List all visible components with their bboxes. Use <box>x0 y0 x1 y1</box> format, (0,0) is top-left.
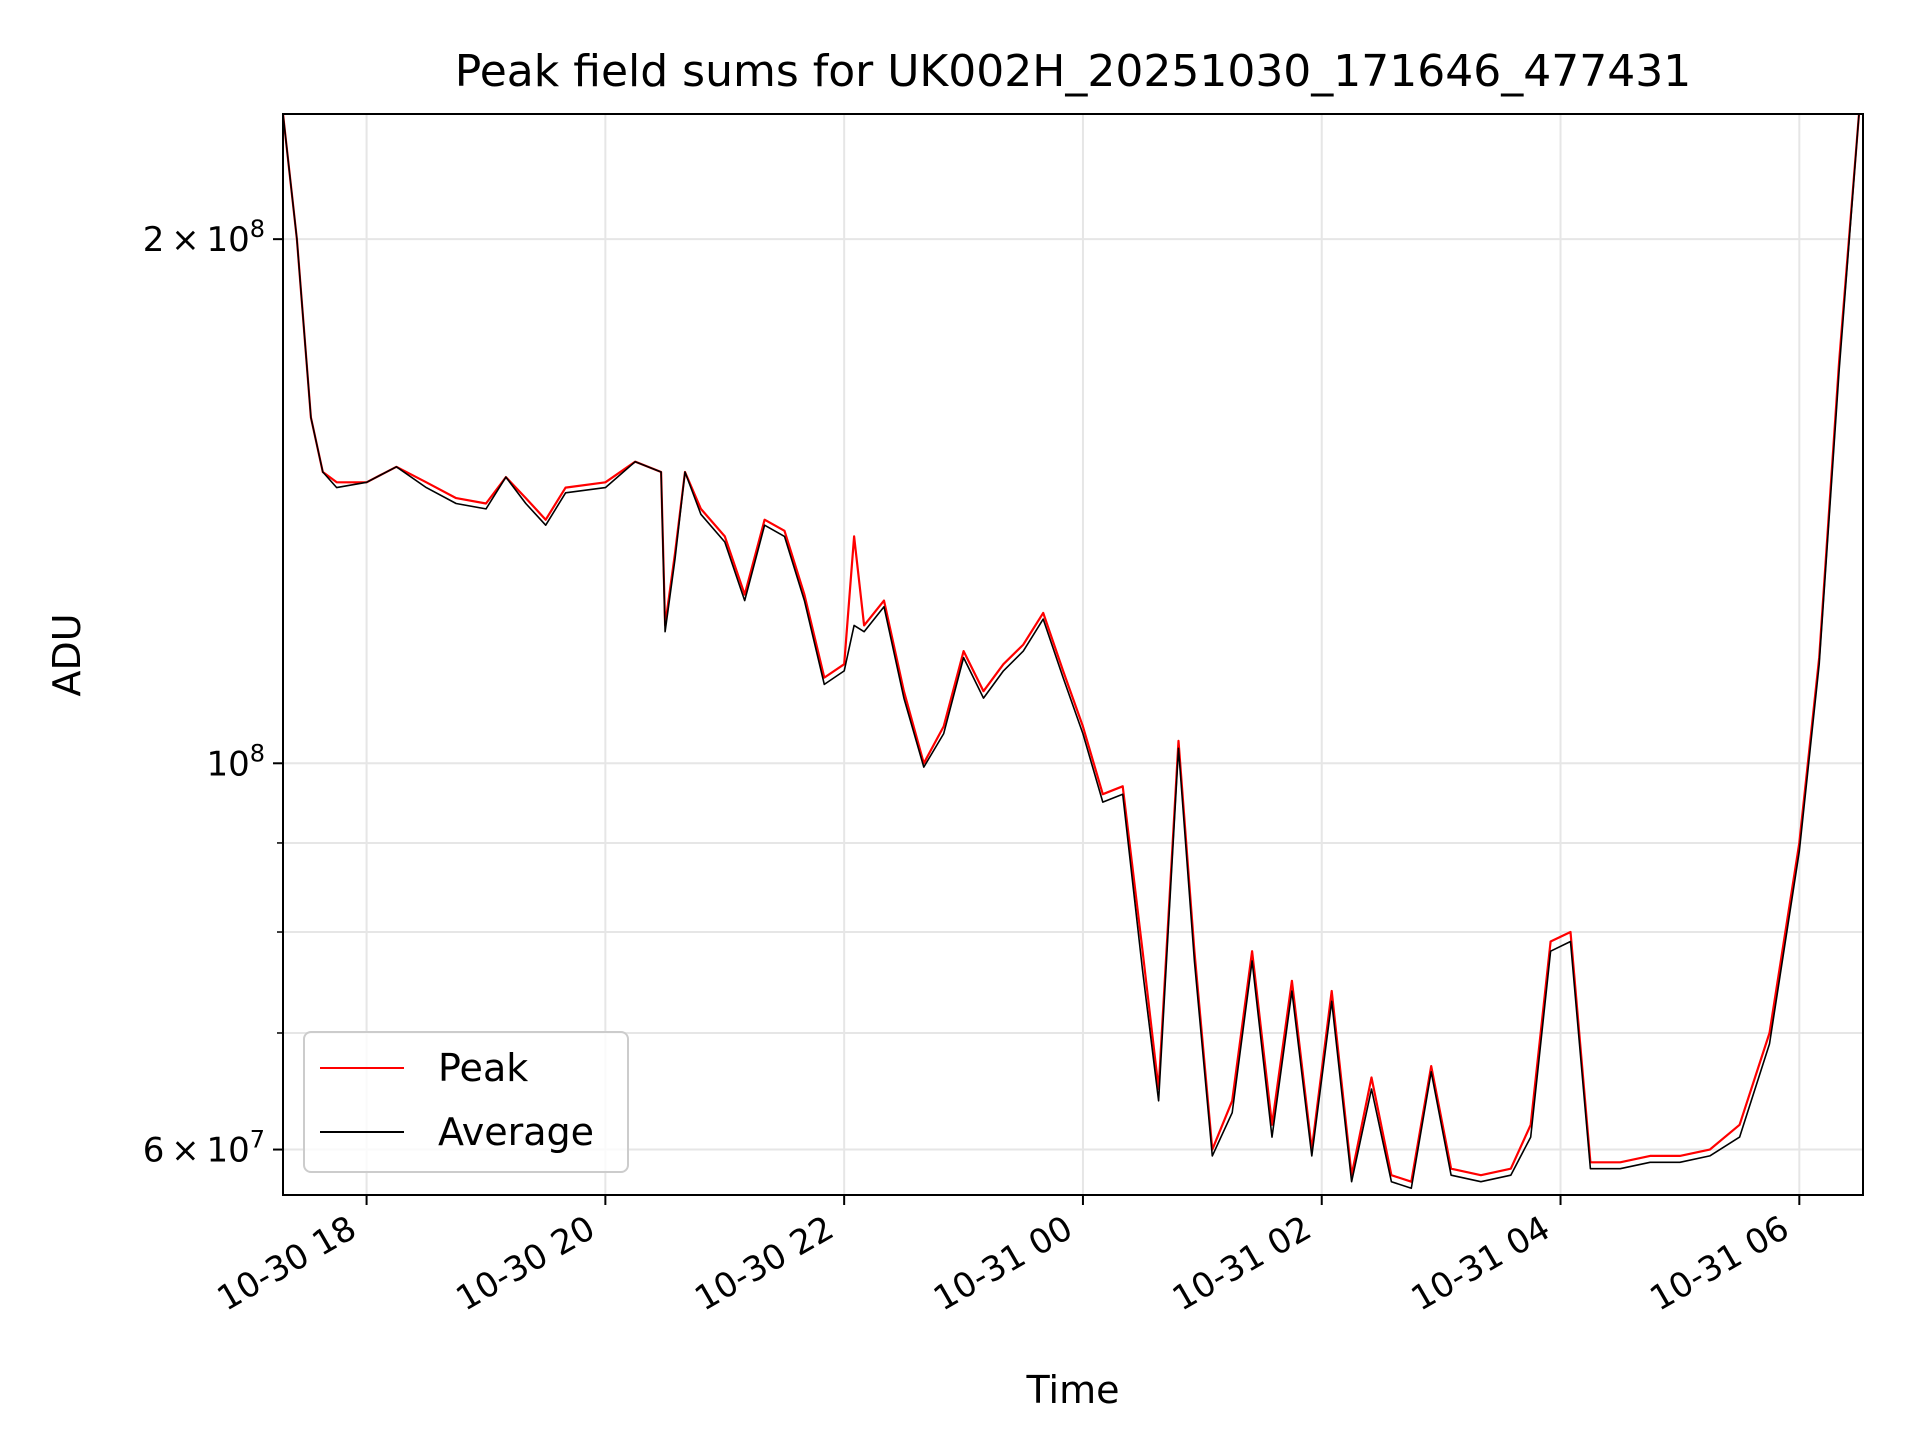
chart-title: Peak field sums for UK002H_20251030_1716… <box>455 46 1691 97</box>
series-line-average <box>282 113 1860 1190</box>
legend-label-average: Average <box>438 1110 594 1154</box>
y-tick-label: 2 × 108 <box>143 215 265 260</box>
legend: Peak Average <box>303 1031 629 1173</box>
y-axis-label: ADU <box>45 613 89 696</box>
y-axis: 6 × 107 108 2 × 108 <box>143 215 283 1171</box>
series-layer <box>281 113 1861 1190</box>
legend-label-peak: Peak <box>438 1046 528 1090</box>
plot-frame <box>282 113 1864 1196</box>
series-line-peak <box>281 113 1861 1183</box>
x-axis-label: Time <box>1026 1368 1120 1412</box>
y-tick-label: 6 × 107 <box>143 1126 265 1171</box>
y-tick-label: 108 <box>206 739 265 784</box>
